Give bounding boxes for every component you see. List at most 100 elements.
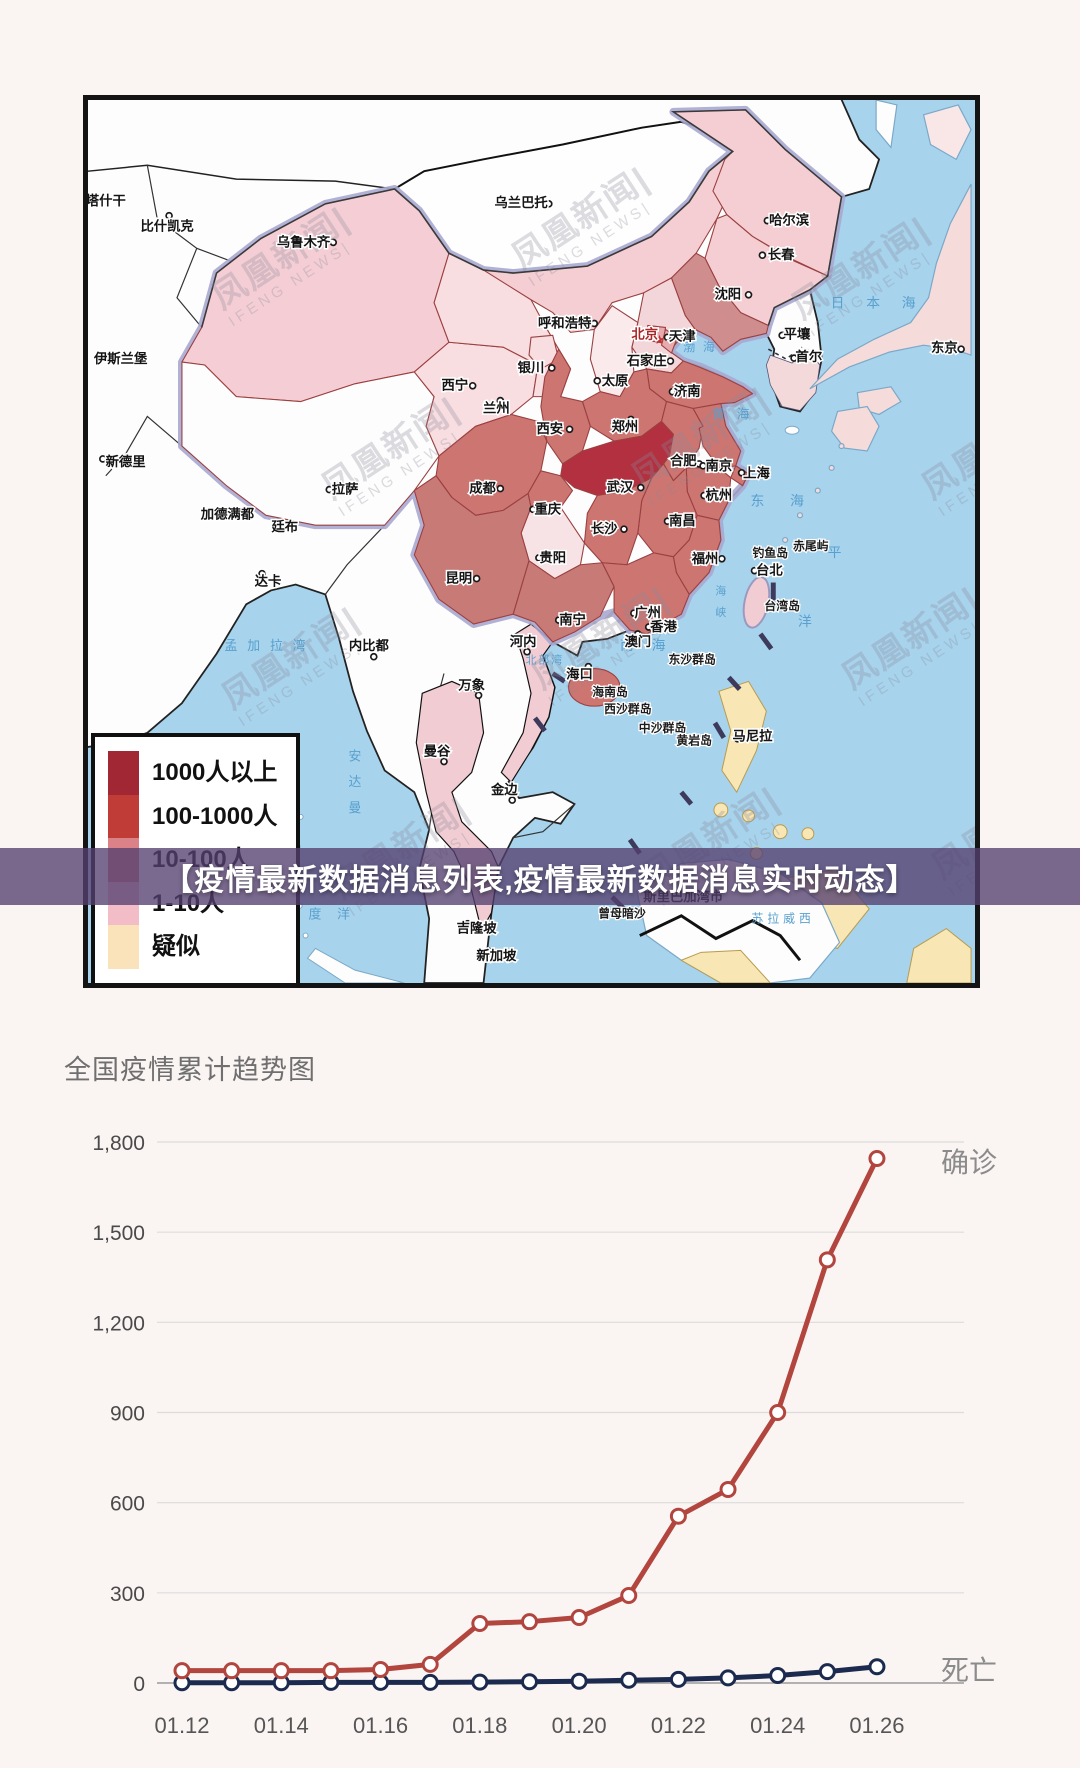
china-provinces (181, 109, 843, 707)
y-axis-tick-label: 900 (110, 1403, 145, 1426)
island-label: 海南岛 (592, 685, 628, 699)
data-point (421, 1655, 439, 1673)
city-label: 呼和浩特 (538, 314, 592, 330)
city-label: 塔什干 (88, 192, 126, 208)
y-axis-tick-label: 1,800 (92, 1132, 145, 1155)
city-label: 金边 (490, 781, 518, 797)
city-dot (463, 919, 472, 928)
sea-label: 北部湾 (526, 653, 565, 667)
chart-title: 全国疫情累计趋势图 (64, 1055, 316, 1085)
city-label: 杭州 (706, 486, 733, 502)
x-axis-tick-label: 01.12 (154, 1713, 209, 1738)
city-label: 南宁 (559, 611, 586, 627)
city-label: 台北 (756, 562, 783, 578)
city-dot (763, 216, 772, 225)
city-label: 东京 (931, 339, 958, 355)
city-dot (258, 569, 266, 578)
data-point (769, 1666, 787, 1684)
city-label: 南昌 (669, 512, 696, 528)
island-label: 中沙群岛 (639, 721, 687, 735)
data-point (471, 1673, 489, 1691)
y-axis-tick-label: 1,500 (92, 1222, 145, 1245)
data-point (719, 1669, 737, 1687)
city-dot (544, 200, 553, 208)
data-point (769, 1404, 787, 1421)
city-dot (663, 333, 672, 342)
city-label: 长沙 (591, 520, 618, 536)
x-axis-tick-label: 01.18 (452, 1713, 507, 1738)
capital-label: 北京 (631, 325, 658, 341)
vietnam (500, 623, 556, 784)
city-label: 曼谷 (424, 744, 451, 759)
japan (782, 100, 972, 544)
capital-star-icon: ★ (654, 332, 666, 347)
city-label: 郑州 (612, 418, 639, 434)
city-label: 西安 (536, 420, 563, 436)
x-axis-tick-label: 01.22 (651, 1713, 706, 1738)
city-dot (778, 331, 786, 340)
city-dot (593, 377, 602, 385)
sea-label: 度洋 (309, 907, 366, 922)
city-dot (584, 662, 593, 671)
city-label: 加德满都 (200, 505, 255, 521)
sea-label: 南海 (620, 637, 683, 653)
city-label: 乌鲁木齐 (277, 233, 331, 249)
city-dot (644, 623, 653, 631)
city-label: 新德里 (106, 453, 146, 469)
sea-label: 黄海 (712, 406, 761, 421)
y-axis-tick-label: 300 (110, 1583, 145, 1606)
city-label: 济南 (674, 383, 701, 399)
y-axis-tick-label: 1,200 (92, 1312, 145, 1335)
city-label: 万象 (457, 676, 485, 692)
city-label: 澳门 (624, 633, 651, 649)
island-label: 西沙群岛 (604, 702, 652, 716)
city-label: 广州 (634, 604, 661, 620)
city-dot (700, 491, 708, 500)
city-label: 拉萨 (332, 481, 359, 497)
island-label: 曾母暗沙 (598, 907, 646, 921)
series-label-confirmed: 确诊 (941, 1147, 997, 1178)
city-label: 天津 (669, 327, 696, 343)
data-point (372, 1660, 390, 1678)
trend-chart: 0 300 600 900 1,200 1,500 1,800 01.12 01.14 01.16… (60, 1120, 1050, 1763)
city-dot (627, 415, 635, 424)
data-point (570, 1608, 588, 1626)
city-label: 伊斯兰堡 (93, 350, 148, 366)
city-dot (325, 485, 334, 494)
city-label: 南京 (706, 457, 733, 473)
china-outline (200, 109, 843, 328)
city-label: 廷布 (270, 518, 298, 534)
korea-dmz-line (767, 346, 803, 361)
city-dot (590, 319, 599, 328)
trend-chart-canvas: 0 300 600 900 1,200 1,500 1,800 01.12 01.14 01.16… (92, 1132, 997, 1738)
headline-banner-text: 【疫情最新数据消息列表,疫情最新数据消息实时动态】 (163, 863, 917, 897)
sea-label: 日本海 (831, 295, 938, 311)
city-label: 比什凯克 (140, 218, 194, 234)
island-label: 赤尾屿 (793, 539, 829, 553)
island-label: 东沙群岛 (668, 653, 716, 667)
data-point (620, 1671, 638, 1689)
data-point (520, 1613, 538, 1631)
city-dot (329, 238, 338, 247)
city-label: 昆明 (445, 571, 472, 586)
city-dot (165, 211, 173, 220)
data-point (322, 1662, 340, 1680)
city-dot (529, 505, 537, 514)
city-dot (474, 691, 483, 700)
x-axis-tick-label: 01.14 (254, 1713, 309, 1738)
city-dot (565, 425, 574, 434)
city-label: 上海 (743, 465, 770, 481)
city-label: 吉隆坡 (457, 920, 498, 936)
x-axis-tick-label: 01.16 (353, 1713, 408, 1738)
city-label: 哈尔滨 (769, 212, 810, 228)
city-dot (668, 387, 677, 396)
city-dot (620, 525, 628, 533)
sea-label: 东海 (751, 492, 830, 508)
city-dot (733, 734, 742, 743)
city-dot (790, 354, 798, 362)
city-label: 海口 (566, 665, 593, 681)
city-dot (496, 484, 505, 493)
city-label: 成都 (469, 480, 496, 496)
data-point (173, 1662, 191, 1680)
